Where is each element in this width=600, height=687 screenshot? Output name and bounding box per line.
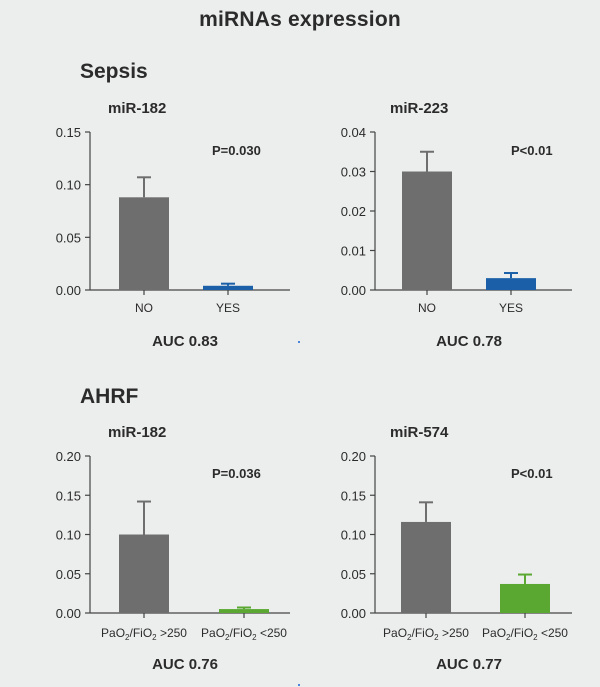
x-category-label: PaO2/FiO2 <250 [201,626,287,642]
chart-title: miR-182 [108,100,166,117]
x-category-label: PaO2/FiO2 >250 [383,626,469,642]
p-value-label: P<0.01 [511,143,553,158]
bar-2 [486,278,536,290]
p-value-label: P=0.030 [212,143,261,158]
y-tick-label: 0.02 [341,204,366,219]
chart-title: miR-574 [390,424,449,441]
bar-1 [402,171,452,290]
y-tick-label: 0.05 [56,230,81,245]
auc-label: AUC 0.76 [152,656,218,673]
bar-1 [119,534,169,613]
x-category-label: NO [418,301,436,315]
auc-label: AUC 0.77 [436,656,502,673]
y-tick-label: 0.04 [341,125,366,140]
chart-title: miR-182 [108,424,166,441]
x-category-label: YES [499,301,523,315]
y-tick-label: 0.20 [341,449,366,464]
chart-title: miR-223 [390,100,448,117]
stray-dot [298,684,300,686]
section-ahrf-label: AHRF [80,385,139,408]
auc-label: AUC 0.83 [152,333,218,350]
y-tick-label: 0.01 [341,244,366,259]
y-tick-label: 0.15 [341,488,366,503]
x-category-label: PaO2/FiO2 >250 [101,626,187,642]
y-tick-label: 0.00 [56,283,81,298]
x-category-label: YES [216,301,240,315]
p-value-label: P<0.01 [511,466,553,481]
y-tick-label: 0.10 [56,528,81,543]
stray-dot [298,341,300,343]
y-tick-label: 0.00 [341,606,366,621]
bar-2 [219,609,269,613]
x-category-label: PaO2/FiO2 <250 [482,626,568,642]
p-value-label: P=0.036 [212,466,261,481]
y-tick-label: 0.10 [56,178,81,193]
y-tick-label: 0.05 [341,567,366,582]
y-tick-label: 0.00 [341,283,366,298]
bar-2 [203,285,253,290]
y-tick-label: 0.05 [56,567,81,582]
bar-1 [119,197,169,290]
y-tick-label: 0.10 [341,528,366,543]
y-tick-label: 0.03 [341,165,366,180]
y-tick-label: 0.15 [56,125,81,140]
x-category-label: NO [135,301,153,315]
y-tick-label: 0.00 [56,606,81,621]
figure-title: miRNAs expression [199,8,401,31]
bar-1 [401,521,451,613]
y-tick-label: 0.15 [56,488,81,503]
bar-2 [500,583,550,613]
auc-label: AUC 0.78 [436,333,502,350]
section-sepsis-label: Sepsis [80,60,148,83]
y-tick-label: 0.20 [56,449,81,464]
